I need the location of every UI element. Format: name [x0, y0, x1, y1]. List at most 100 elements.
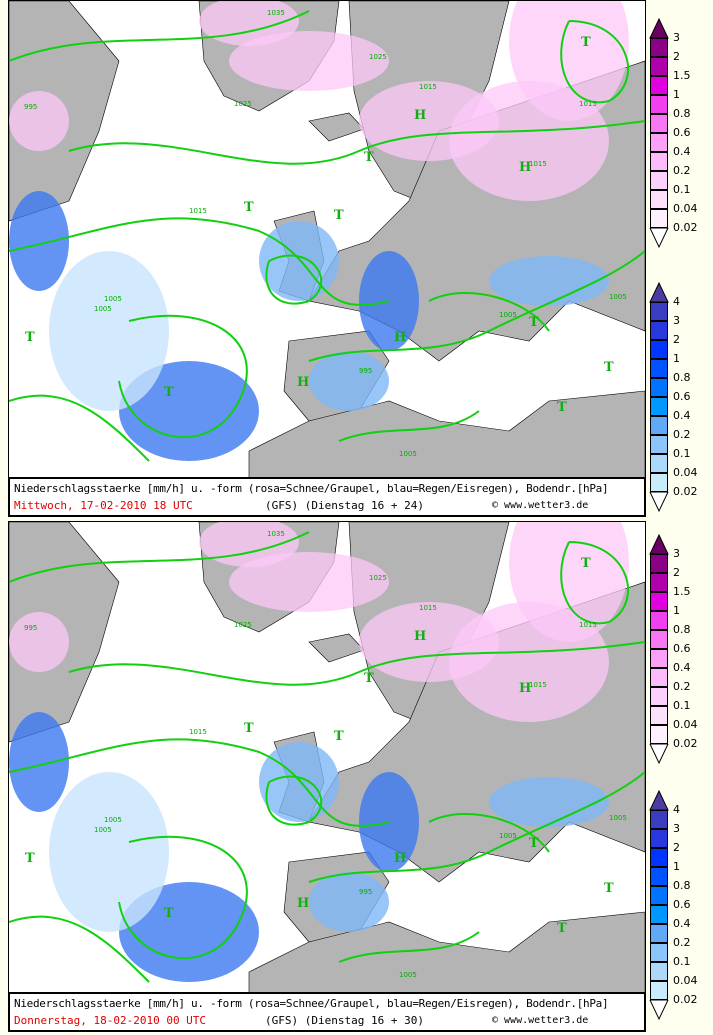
map-caption: Niederschlagsstaerke [mm/h] u. -form (ro… — [8, 477, 646, 517]
isobar-label: 1005 — [609, 814, 627, 822]
copyright: © www.wetter3.de — [492, 1015, 589, 1026]
rain-area — [49, 251, 169, 411]
isobar-label: 1035 — [267, 530, 285, 538]
legend-swatch — [650, 38, 668, 57]
isobar — [428, 813, 550, 853]
legend-swatch — [650, 114, 668, 133]
legend-top-arrow — [649, 534, 669, 555]
legend-swatch — [650, 592, 668, 611]
legend-swatch — [650, 152, 668, 171]
high-pressure-marker: H — [414, 108, 426, 123]
legend-label: 0.2 — [673, 164, 691, 177]
isobar-label: 1005 — [399, 450, 417, 458]
legend-swatch — [650, 706, 668, 725]
isobar-label: 995 — [359, 367, 372, 375]
legend-bottom-arrow — [649, 744, 669, 765]
isobar — [9, 915, 150, 983]
isobar-label: 1005 — [499, 832, 517, 840]
legend-swatch — [650, 943, 668, 962]
legend-label: 0.02 — [673, 737, 698, 750]
high-pressure-marker: H — [394, 851, 406, 866]
legend-swatch — [650, 454, 668, 473]
isobar-label: 995 — [24, 103, 37, 111]
legend-swatch — [650, 611, 668, 630]
legend-swatch — [650, 687, 668, 706]
isobar-label: 1005 — [399, 971, 417, 979]
low-pressure-marker: T — [244, 200, 254, 215]
model-run: (GFS) (Dienstag 16 + 30) — [265, 1014, 424, 1027]
high-pressure-marker: H — [297, 896, 309, 911]
isobar-label: 1015 — [189, 728, 207, 736]
legend-swatch — [650, 57, 668, 76]
legend-label: 0.02 — [673, 993, 698, 1006]
isobar — [265, 254, 323, 305]
legend-label: 0.4 — [673, 917, 691, 930]
legend-label: 0.6 — [673, 390, 691, 403]
isobar-label: 1015 — [189, 207, 207, 215]
low-pressure-marker: T — [557, 400, 567, 415]
legend-label: 0.6 — [673, 642, 691, 655]
legend-swatch — [650, 416, 668, 435]
legend-label: 4 — [673, 803, 680, 816]
legend-swatch — [650, 321, 668, 340]
legend-label: 0.2 — [673, 428, 691, 441]
low-pressure-marker: T — [581, 35, 591, 50]
legend-swatch — [650, 554, 668, 573]
legend-swatch — [650, 95, 668, 114]
legend-label: 0.1 — [673, 447, 691, 460]
legend-swatch — [650, 473, 668, 492]
forecast-date: Mittwoch, 17-02-2010 18 UTC — [14, 499, 193, 512]
legend-bottom-arrow — [649, 492, 669, 513]
isobar — [9, 394, 150, 462]
legend-swatch — [650, 359, 668, 378]
legend-swatch — [650, 867, 668, 886]
legend-swatch — [650, 668, 668, 687]
legend-label: 0.6 — [673, 126, 691, 139]
isobar-label: 1005 — [499, 311, 517, 319]
rain-area — [309, 872, 389, 932]
snow-area — [449, 81, 609, 201]
isobar-label: 1005 — [94, 305, 112, 313]
legend-label: 3 — [673, 314, 680, 327]
legend-label: 2 — [673, 50, 680, 63]
legend-swatch — [650, 435, 668, 454]
legend-label: 0.1 — [673, 699, 691, 712]
legend-label: 1 — [673, 604, 680, 617]
legend-swatch — [650, 962, 668, 981]
high-pressure-marker: H — [519, 681, 531, 696]
isobar-label: 995 — [24, 624, 37, 632]
legend-label: 0.04 — [673, 718, 698, 731]
legend-swatch — [650, 76, 668, 95]
legend-label: 0.8 — [673, 107, 691, 120]
low-pressure-marker: T — [529, 836, 539, 851]
low-pressure-marker: T — [164, 385, 174, 400]
legend-swatch — [650, 171, 668, 190]
model-run: (GFS) (Dienstag 16 + 24) — [265, 499, 424, 512]
isobar-label: 1005 — [104, 295, 122, 303]
rain-area — [49, 772, 169, 932]
precipitation-map: 1035 1025 1025 1015 995 1015 1005 995 1005 1015 10… — [8, 0, 646, 478]
low-pressure-marker: T — [164, 906, 174, 921]
snow-area — [9, 91, 69, 151]
legend-label: 0.1 — [673, 955, 691, 968]
land-iceland — [308, 633, 365, 663]
isobar-label: 1035 — [267, 9, 285, 17]
snow-area — [449, 602, 609, 722]
rain-area — [9, 712, 69, 812]
legend-label: 0.4 — [673, 661, 691, 674]
legend-swatch — [650, 810, 668, 829]
legend-swatch — [650, 981, 668, 1000]
isobar — [308, 771, 645, 883]
low-pressure-marker: T — [25, 330, 35, 345]
low-pressure-marker: T — [25, 851, 35, 866]
high-pressure-marker: H — [519, 160, 531, 175]
legend-label: 1 — [673, 88, 680, 101]
legend-label: 0.2 — [673, 936, 691, 949]
isobar — [338, 931, 480, 963]
precipitation-map: 1035 1025 1025 1015 995 1015 1005 995 1005 1015 10… — [8, 521, 646, 993]
low-pressure-marker: T — [604, 881, 614, 896]
legend-bottom-arrow — [649, 228, 669, 249]
low-pressure-marker: T — [334, 729, 344, 744]
legend-swatch — [650, 190, 668, 209]
legend-swatch — [650, 886, 668, 905]
